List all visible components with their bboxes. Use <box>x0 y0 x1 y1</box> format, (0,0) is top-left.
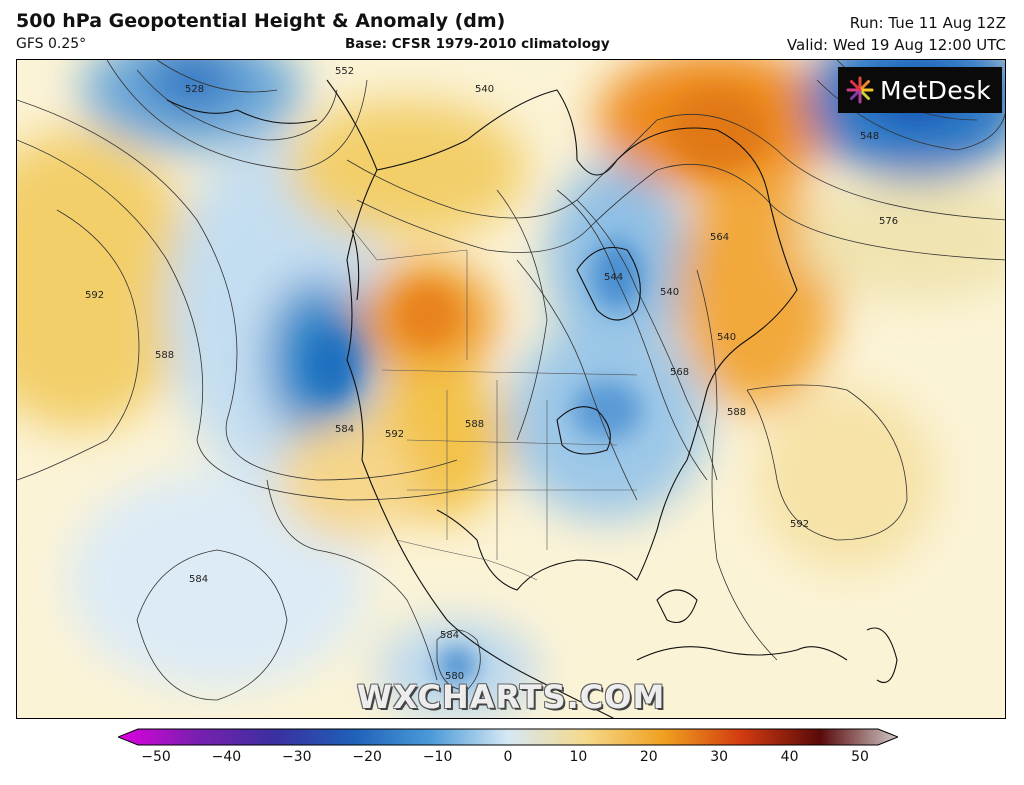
political-borders <box>336 209 638 581</box>
metdesk-logo-text: MetDesk <box>880 75 991 105</box>
contour-label: 544 <box>604 272 623 283</box>
contour-label: 592 <box>85 290 104 301</box>
colorbar-tick-label: −20 <box>352 749 382 765</box>
metdesk-burst-icon <box>846 76 874 104</box>
colorbar-tick-label: 10 <box>569 749 588 765</box>
metdesk-logo: MetDesk <box>838 67 1002 113</box>
colorbar-tick-label: −40 <box>211 749 242 765</box>
colorbar-tick-label: 30 <box>710 749 729 765</box>
colorbar-tick-label: 40 <box>780 749 799 765</box>
contour-label: 552 <box>335 66 354 77</box>
colorbar-gradient <box>116 728 900 746</box>
contour-label: 584 <box>189 574 208 585</box>
contour-label: 584 <box>335 424 354 435</box>
chart-title: 500 hPa Geopotential Height & Anomaly (d… <box>16 10 506 32</box>
map-canvas: 552 540 528 548 576 564 544 540 540 568 … <box>17 60 1005 718</box>
run-time-label: Run: Tue 11 Aug 12Z <box>849 14 1006 32</box>
contour-label: 588 <box>155 350 174 361</box>
contour-label: 592 <box>385 429 404 440</box>
valid-time-label: Valid: Wed 19 Aug 12:00 UTC <box>786 36 1006 54</box>
contour-label: 540 <box>717 332 736 343</box>
colorbar-bar <box>116 728 900 746</box>
contour-label: 592 <box>790 519 809 530</box>
colorbar-tick-label: −10 <box>422 749 453 765</box>
contour-label: 584 <box>440 630 459 641</box>
contour-label: 540 <box>660 287 679 298</box>
colorbar-tick-label: 50 <box>851 749 869 765</box>
anomaly-map: 552 540 528 548 576 564 544 540 540 568 … <box>16 59 1006 719</box>
contour-label: 564 <box>710 232 729 243</box>
base-climatology-label: Base: CFSR 1979-2010 climatology <box>345 36 610 52</box>
colorbar-tick-label: −50 <box>141 749 171 765</box>
colorbar-tick-label: −30 <box>282 749 312 765</box>
contour-label: 576 <box>879 216 898 227</box>
contour-label: 588 <box>727 407 746 418</box>
colorbar-tick-label: 0 <box>503 749 513 765</box>
wxcharts-watermark: WXCHARTS.COM <box>356 678 666 716</box>
anomaly-colorbar: −50 −40 −30 −20 −10 0 10 20 30 40 50 <box>116 727 900 771</box>
coastlines <box>166 79 898 718</box>
contour-label: 528 <box>185 84 204 95</box>
contour-label: 548 <box>860 131 879 142</box>
contour-labels: 552 540 528 548 576 564 544 540 540 568 … <box>85 66 898 682</box>
height-contours <box>17 60 1005 701</box>
model-label: GFS 0.25° <box>16 36 87 52</box>
colorbar-tick-label: 20 <box>639 749 658 765</box>
contour-label: 580 <box>445 671 464 682</box>
contour-label: 540 <box>475 84 494 95</box>
contour-label: 588 <box>465 419 484 430</box>
contour-label: 568 <box>670 367 689 378</box>
